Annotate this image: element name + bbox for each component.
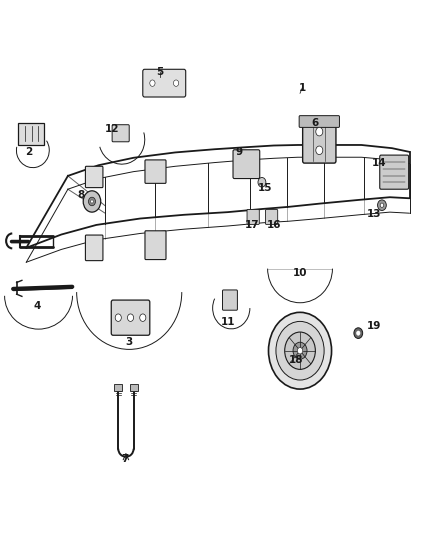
FancyBboxPatch shape (233, 150, 260, 179)
Circle shape (297, 348, 303, 354)
FancyBboxPatch shape (247, 209, 259, 224)
Text: 17: 17 (244, 220, 259, 230)
FancyBboxPatch shape (299, 116, 339, 127)
FancyBboxPatch shape (143, 69, 186, 97)
Circle shape (380, 203, 384, 207)
FancyBboxPatch shape (85, 166, 103, 188)
Text: 9: 9 (235, 147, 242, 157)
Text: 14: 14 (371, 158, 386, 167)
Text: 2: 2 (25, 147, 32, 157)
FancyBboxPatch shape (265, 209, 278, 224)
Text: 12: 12 (104, 124, 119, 134)
Circle shape (127, 314, 134, 321)
FancyBboxPatch shape (303, 119, 336, 163)
Circle shape (140, 314, 146, 321)
Text: 11: 11 (220, 318, 235, 327)
Circle shape (173, 80, 179, 86)
Circle shape (378, 200, 386, 211)
Text: 19: 19 (367, 321, 381, 331)
Circle shape (285, 332, 315, 369)
Text: 10: 10 (293, 268, 307, 278)
FancyBboxPatch shape (130, 384, 138, 391)
Circle shape (150, 80, 155, 86)
Circle shape (276, 321, 324, 380)
Circle shape (293, 342, 307, 359)
Circle shape (91, 200, 93, 203)
Text: 18: 18 (288, 355, 303, 365)
Text: 3: 3 (126, 337, 133, 347)
Circle shape (83, 191, 101, 212)
FancyBboxPatch shape (223, 290, 237, 310)
Text: 5: 5 (156, 67, 163, 77)
FancyBboxPatch shape (145, 160, 166, 183)
Circle shape (316, 146, 323, 155)
Text: 13: 13 (367, 209, 382, 219)
FancyBboxPatch shape (380, 155, 409, 189)
Text: 1: 1 (299, 83, 306, 93)
Text: 4: 4 (34, 302, 41, 311)
FancyBboxPatch shape (114, 384, 122, 391)
Circle shape (316, 127, 323, 136)
Text: 7: 7 (121, 455, 128, 464)
Text: 6: 6 (312, 118, 319, 127)
Circle shape (354, 328, 363, 338)
FancyBboxPatch shape (85, 235, 103, 261)
FancyBboxPatch shape (18, 123, 44, 145)
Text: 16: 16 (266, 220, 281, 230)
FancyBboxPatch shape (145, 231, 166, 260)
Text: 15: 15 (258, 183, 272, 192)
Circle shape (258, 177, 266, 187)
FancyBboxPatch shape (112, 125, 129, 142)
Text: 8: 8 (78, 190, 85, 199)
Circle shape (357, 331, 360, 335)
FancyBboxPatch shape (111, 300, 150, 335)
Circle shape (268, 312, 332, 389)
Circle shape (115, 314, 121, 321)
Circle shape (88, 197, 95, 206)
